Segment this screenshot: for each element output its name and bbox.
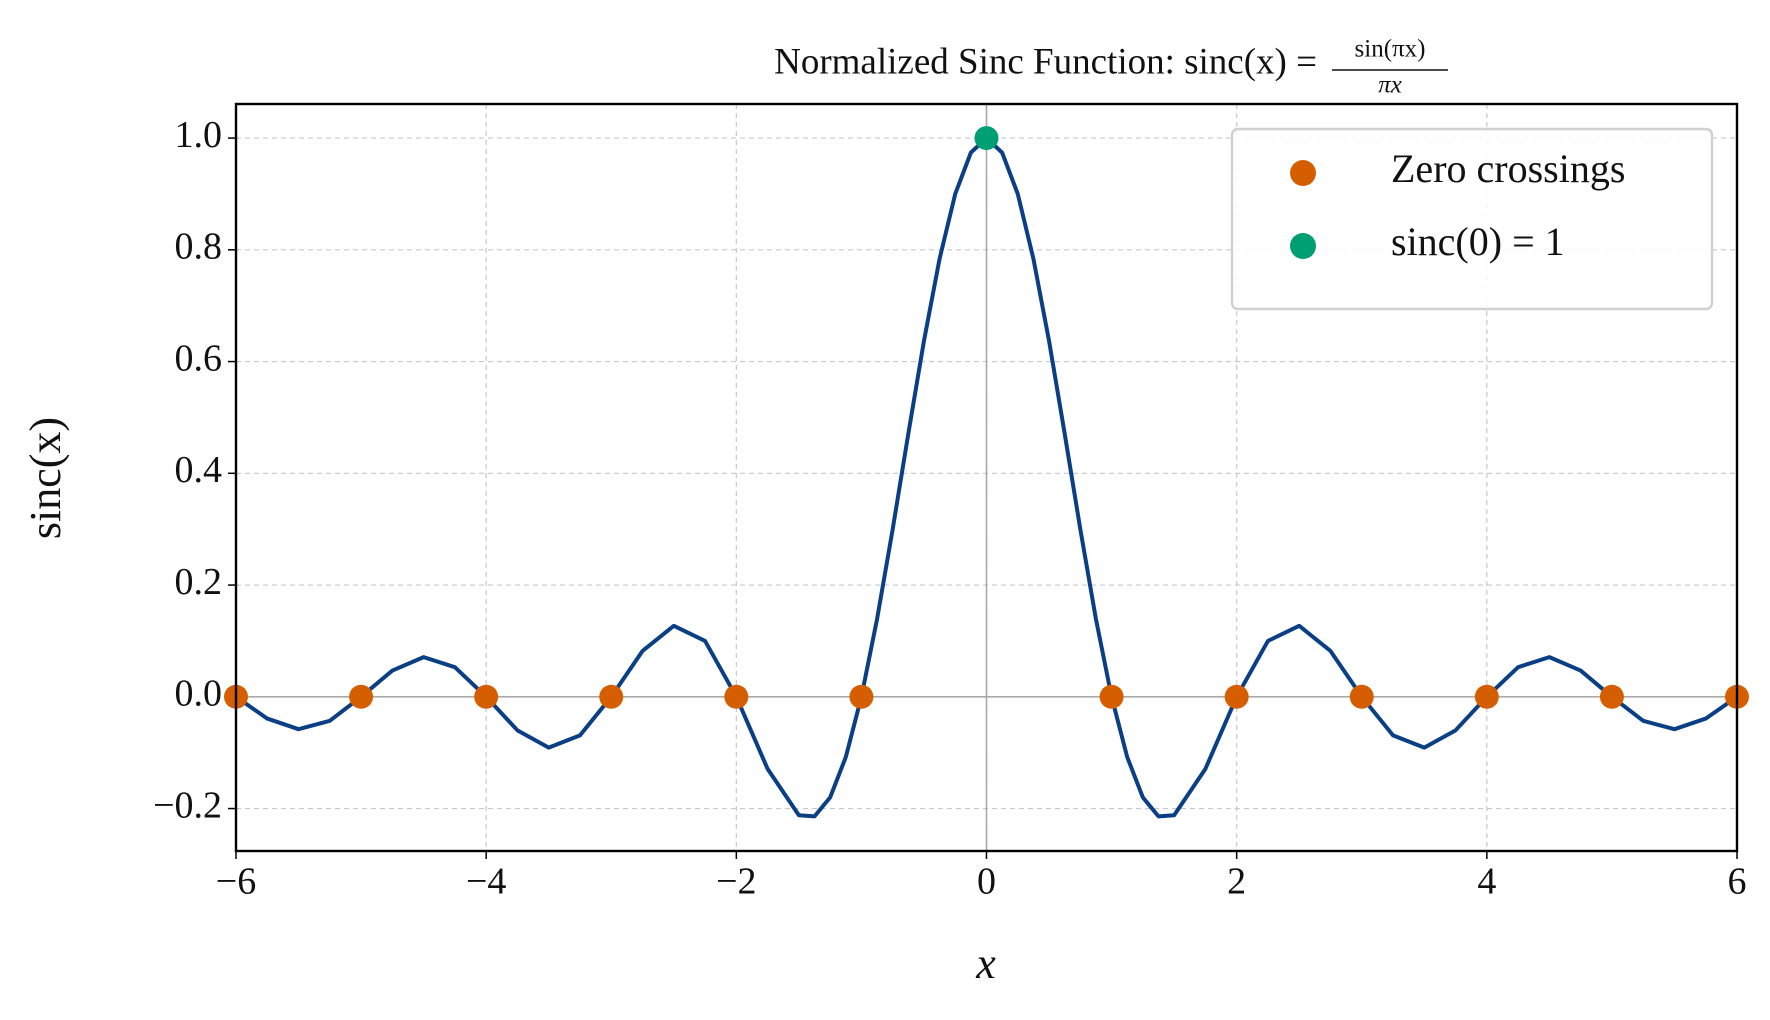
y-tick-label: 0.4 bbox=[175, 449, 223, 491]
point bbox=[599, 684, 624, 709]
point bbox=[1099, 684, 1124, 709]
point bbox=[1224, 684, 1249, 709]
x-tick-label: 2 bbox=[1227, 861, 1246, 903]
point bbox=[724, 684, 749, 709]
plot-frame bbox=[234, 102, 1739, 853]
x-tick-label: −6 bbox=[216, 861, 256, 903]
y-tick-label: 0.2 bbox=[175, 561, 223, 603]
point bbox=[1349, 684, 1374, 709]
x-tick-label: −2 bbox=[716, 861, 756, 903]
legend-label: Zero crossings bbox=[1391, 146, 1625, 191]
legend-label: sinc(0) = 1 bbox=[1391, 219, 1565, 264]
point bbox=[349, 684, 374, 709]
legend-marker bbox=[1290, 160, 1316, 186]
x-tick-label: −4 bbox=[466, 861, 506, 903]
point bbox=[474, 684, 499, 709]
y-axis-label: sinc(x) bbox=[21, 417, 70, 539]
y-tick-label: 0.0 bbox=[175, 673, 223, 715]
legend-marker bbox=[1290, 233, 1316, 259]
title-numerator: sin(πx) bbox=[1355, 36, 1426, 63]
x-tick-label: 0 bbox=[977, 861, 996, 903]
point bbox=[849, 684, 874, 709]
y-tick-label: 0.8 bbox=[175, 226, 223, 268]
title-denominator: πx bbox=[1378, 72, 1402, 99]
point bbox=[1599, 684, 1624, 709]
point bbox=[1474, 684, 1499, 709]
point bbox=[974, 126, 999, 151]
x-tick-label: 6 bbox=[1728, 861, 1747, 903]
x-axis-label: x bbox=[975, 939, 996, 988]
legend-box bbox=[1230, 127, 1714, 311]
x-tick-label: 4 bbox=[1477, 861, 1496, 903]
chart-title: Normalized Sinc Function: sinc(x) = bbox=[774, 41, 1317, 82]
y-tick-label: −0.2 bbox=[153, 784, 222, 826]
y-tick-label: 0.6 bbox=[175, 337, 223, 379]
y-tick-label: 1.0 bbox=[175, 114, 223, 156]
